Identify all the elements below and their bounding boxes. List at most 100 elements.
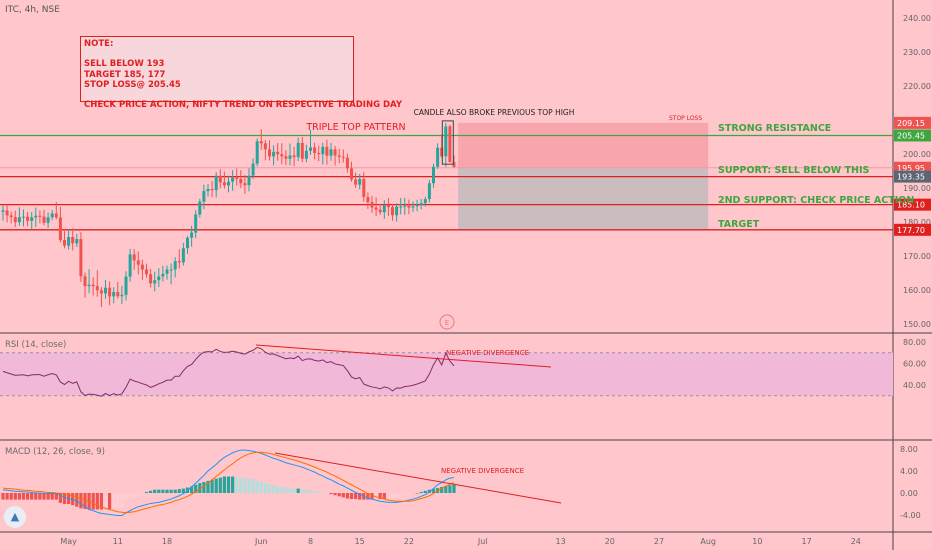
x-axis-tick: Jun bbox=[254, 537, 268, 546]
candle-body bbox=[407, 205, 411, 208]
rsi-axis-tick: 60.00 bbox=[903, 360, 926, 369]
price-axis-tick: 170.00 bbox=[903, 252, 931, 261]
macd-axis-tick: -4.00 bbox=[900, 511, 921, 520]
note-line: STOP LOSS@ 205.45 bbox=[84, 79, 181, 90]
macd-histogram-bar bbox=[108, 493, 112, 509]
macd-histogram-bar bbox=[21, 493, 26, 500]
candle-body bbox=[128, 254, 132, 277]
price-label-value: 193.35 bbox=[897, 173, 925, 182]
macd-histogram-bar bbox=[13, 493, 17, 500]
candle-body bbox=[177, 261, 181, 263]
candle-body bbox=[161, 273, 165, 277]
macd-histogram-bar bbox=[5, 493, 9, 500]
macd-histogram-bar bbox=[128, 493, 132, 498]
candle-body bbox=[382, 205, 386, 213]
macd-histogram-bar bbox=[42, 493, 46, 500]
candle-body bbox=[317, 153, 321, 155]
macd-histogram-bar bbox=[132, 493, 136, 497]
x-axis-tick: Aug bbox=[700, 537, 716, 546]
candle-body bbox=[247, 175, 251, 186]
macd-histogram-bar bbox=[79, 493, 83, 509]
price-axis-tick: 230.00 bbox=[903, 48, 931, 57]
candle-body bbox=[157, 276, 161, 281]
macd-histogram-bar bbox=[296, 488, 300, 493]
candle-body bbox=[337, 155, 341, 157]
macd-histogram-bar bbox=[358, 493, 362, 500]
macd-histogram-bar bbox=[231, 476, 235, 493]
x-axis-tick: 20 bbox=[605, 537, 615, 546]
candle-body bbox=[79, 239, 83, 277]
macd-histogram-bar bbox=[452, 484, 456, 493]
macd-histogram-bar bbox=[161, 489, 165, 493]
macd-histogram-bar bbox=[30, 493, 34, 500]
macd-line bbox=[2, 449, 455, 517]
candle-body bbox=[30, 217, 34, 221]
macd-histogram-bar bbox=[378, 493, 382, 500]
x-axis-tick: 11 bbox=[113, 537, 123, 546]
macd-histogram-bar bbox=[136, 493, 140, 496]
x-axis-tick: 13 bbox=[556, 537, 566, 546]
candle-body bbox=[411, 206, 415, 208]
macd-histogram-bar bbox=[333, 493, 337, 496]
candle-body bbox=[75, 239, 79, 244]
macd-histogram-bar bbox=[181, 488, 185, 493]
candle-body bbox=[391, 207, 394, 216]
x-axis-tick: 8 bbox=[308, 537, 313, 546]
macd-histogram-bar bbox=[34, 493, 38, 500]
tradingview-logo-icon[interactable]: ▲ bbox=[4, 506, 26, 528]
macd-divergence-line bbox=[274, 452, 562, 504]
triple-top-label: TRIPLE TOP PATTERN bbox=[305, 122, 405, 133]
macd-histogram-bar bbox=[284, 487, 288, 493]
candle-body bbox=[5, 210, 9, 216]
macd-histogram-bar bbox=[390, 493, 395, 498]
macd-title: MACD (12, 26, close, 9) bbox=[5, 447, 105, 457]
candle-body bbox=[67, 236, 71, 246]
macd-histogram-bar bbox=[157, 489, 161, 493]
x-axis-tick: 15 bbox=[355, 537, 365, 546]
x-axis-tick: May bbox=[60, 537, 77, 546]
macd-histogram-bar bbox=[17, 493, 21, 500]
candle-body bbox=[42, 216, 46, 223]
macd-histogram-bar bbox=[54, 493, 58, 500]
candle-body bbox=[124, 276, 128, 295]
candle-body bbox=[427, 183, 431, 200]
candle-body bbox=[46, 217, 50, 223]
rsi-line bbox=[2, 346, 455, 397]
macd-histogram-bar bbox=[218, 477, 222, 493]
macd-histogram-bar bbox=[239, 477, 243, 493]
candle-body bbox=[214, 175, 218, 191]
macd-histogram-bar bbox=[267, 484, 272, 493]
macd-histogram-bar bbox=[235, 477, 239, 493]
candle-body bbox=[239, 178, 243, 184]
macd-histogram-bar bbox=[247, 478, 251, 493]
candle-body bbox=[87, 284, 91, 287]
macd-histogram-bar bbox=[144, 491, 149, 493]
strong-resistance-label: STRONG RESISTANCE bbox=[718, 123, 831, 134]
macd-histogram-bar bbox=[423, 490, 427, 493]
price-axis-tick: 220.00 bbox=[903, 82, 931, 91]
candle-body bbox=[374, 207, 378, 210]
candle-body bbox=[386, 205, 390, 208]
candle-body bbox=[218, 175, 222, 183]
price-label-tag bbox=[894, 129, 931, 142]
candle-body bbox=[1, 210, 5, 212]
macd-histogram-bar bbox=[99, 493, 103, 510]
macd-histogram-bar bbox=[354, 493, 358, 500]
candle-body bbox=[22, 216, 25, 218]
macd-histogram-bar bbox=[431, 488, 436, 493]
macd-histogram-bar bbox=[280, 486, 284, 493]
macd-histogram-bar bbox=[448, 485, 452, 493]
macd-histogram-bar bbox=[169, 489, 173, 493]
candle-body bbox=[296, 142, 300, 158]
candle-body bbox=[231, 177, 235, 182]
macd-histogram-bar bbox=[407, 493, 411, 495]
signal-line bbox=[2, 451, 455, 514]
note-line: NOTE: bbox=[84, 39, 114, 49]
macd-histogram-bar bbox=[341, 493, 345, 498]
candle-body bbox=[91, 284, 95, 287]
macd-histogram-bar bbox=[272, 485, 276, 493]
note-line: SELL BELOW 193 bbox=[84, 59, 165, 70]
support2-label: 2ND SUPPORT: CHECK PRICE ACTION bbox=[718, 195, 914, 206]
price-label-value: 185.10 bbox=[897, 201, 925, 210]
